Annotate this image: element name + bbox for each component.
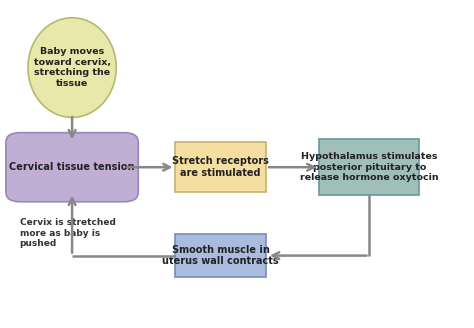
FancyBboxPatch shape xyxy=(6,133,138,202)
Text: Cervical tissue tension: Cervical tissue tension xyxy=(9,162,135,172)
FancyBboxPatch shape xyxy=(175,234,266,277)
FancyBboxPatch shape xyxy=(175,142,266,192)
FancyBboxPatch shape xyxy=(319,139,419,195)
Text: Baby moves
toward cervix,
stretching the
tissue: Baby moves toward cervix, stretching the… xyxy=(34,48,110,88)
Text: Stretch receptors
are stimulated: Stretch receptors are stimulated xyxy=(173,156,269,178)
Ellipse shape xyxy=(28,18,116,117)
Text: Cervix is stretched
more as baby is
pushed: Cervix is stretched more as baby is push… xyxy=(19,218,116,248)
Text: Smooth muscle in
uterus wall contracts: Smooth muscle in uterus wall contracts xyxy=(163,245,279,266)
Text: Hypothalamus stimulates
posterior pituitary to
release hormone oxytocin: Hypothalamus stimulates posterior pituit… xyxy=(300,152,439,182)
